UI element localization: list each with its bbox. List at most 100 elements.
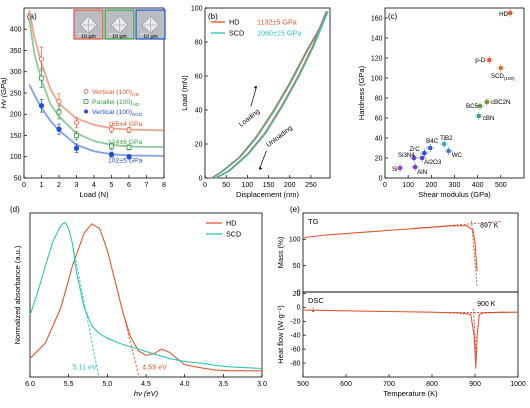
panel-c-xtick-label: 0 [383, 182, 387, 189]
panel-a-ytick-label: 200 [10, 112, 22, 119]
panel-a-point [109, 126, 115, 132]
panel-c-point-label-part: SCD [491, 73, 505, 80]
panel-b-legend-value: 1132±5 GPa [257, 18, 297, 27]
panel-b-xtick-label: 200 [284, 182, 296, 189]
panel-c-point-label-part: Al2O3 [424, 159, 442, 166]
panel-c-point-label: HD [499, 11, 508, 18]
panel-e-xtick-label: 1000 [510, 381, 526, 388]
panel-a-xtick-label: 5 [110, 182, 114, 189]
panel-b-ytick-label: 100 [191, 5, 203, 12]
panel-c-point [442, 142, 446, 146]
panel-a-point [38, 103, 45, 109]
panel-b-xtick-label: 150 [263, 182, 275, 189]
panel-c-ytick-label: 140 [371, 35, 383, 42]
panel-b-xtick-label: 250 [305, 182, 317, 189]
panel-a-point [73, 145, 80, 151]
panel-b-loading-arrow [250, 86, 258, 107]
panel-a-legend-label-sub: HD [132, 92, 140, 98]
panel-a-fit-2 [28, 84, 165, 157]
panel-c-point [398, 166, 402, 170]
panel-b-axes-frame [204, 7, 331, 179]
panel-a-point [56, 99, 62, 105]
panel-c-point-label: BC5 [466, 103, 479, 110]
panel-c-point [428, 146, 433, 150]
panel-c-point-label: Al2O3 [424, 159, 442, 166]
panel-a-legend-label-main: Vertical (100) [92, 109, 132, 116]
panel-e-xtick-label: 600 [340, 381, 352, 388]
panel-c-point-label-part: Si [392, 166, 398, 173]
panel-a-inset-label: 10 μm [81, 34, 96, 40]
panel-c-ytick-label: 40 [375, 135, 383, 142]
panel-a-legend-label-main: Parallel (100) [92, 99, 132, 106]
panel-b-loading-label: Loading [238, 108, 262, 129]
panel-a-point [39, 56, 45, 62]
panel-a-xtick-label: 6 [127, 182, 131, 189]
panel-a-inset-label: 10 μm [112, 34, 127, 40]
panel-a-ytick-label: 300 [10, 69, 22, 76]
panel-b-legend-name: SCD [229, 29, 244, 38]
panel-c-point-label-part: TiB2 [440, 135, 453, 142]
panel-a-ytick-label: 250 [10, 90, 22, 97]
panel-d-xtick-label: 6.0 [25, 381, 35, 388]
panel-b-ytick-label: 20 [195, 141, 203, 148]
panel-d-tangent [72, 243, 100, 378]
panel-a-point [126, 144, 132, 150]
panel-c-point-label-part: ZrC [409, 146, 420, 153]
panel-b-unloading-label: Unloading [265, 124, 294, 148]
panel-e-bottom-ytick-label: 20 [293, 291, 301, 298]
panel-a-point [74, 120, 80, 126]
panel-a-ytick-label: 350 [10, 48, 22, 55]
panel-c-point-label: cBN [483, 115, 495, 122]
panel-a-point [56, 109, 62, 115]
panel-a-ylabel: Hv (GPa) [0, 77, 8, 109]
panel-c-tag: (c) [388, 12, 398, 21]
panel-c-point [413, 165, 418, 169]
panel-d-xtick-label: 4.0 [180, 381, 190, 388]
panel-c-ytick-label: 100 [371, 75, 383, 82]
panel-c-point-label-part: AlN [417, 169, 427, 176]
panel-c-point-label: B4C [426, 138, 439, 145]
panel-c-point-label: AlN [417, 169, 427, 176]
panel-c-ytick-label: 160 [371, 15, 383, 22]
panel-d-tangent-label: 5.11 eV [73, 362, 97, 371]
panel-d-ylabel: Normalized absorbance (a.u.) [13, 245, 22, 344]
panel-d-tangent [114, 280, 140, 378]
panel-c-xtick-label: 500 [495, 182, 507, 189]
panel-a-point [39, 75, 44, 81]
panel-c-point [422, 151, 427, 155]
panel-e-tg-tangent [471, 220, 478, 287]
panel-c-ytick-label: 80 [375, 95, 383, 102]
panel-b-ylabel: Load (mN) [180, 75, 189, 111]
panel-c-ylabel: Hardness (GPa) [357, 65, 366, 120]
panel-d-xlabel: hν (eV) [134, 389, 159, 398]
panel-a-fit-1 [28, 18, 165, 148]
panel-c-point-label-part: B4C [426, 138, 439, 145]
panel-c-xtick-label: 400 [472, 182, 484, 189]
panel-a-point [126, 127, 132, 133]
panel-a-legend-label-sub: HD [132, 102, 140, 108]
panel-a-ytick-label: 400 [10, 27, 22, 34]
panel-d: 6.0 5.5 5.0 4.5 4.0 3.5 3.0 hν (eV) Normalized a… [10, 205, 267, 398]
panel-c-point-label-part: (100) [504, 76, 515, 81]
panel-b-unloading-arrow [258, 150, 267, 170]
panel-e-tg-marker: 897 K [480, 223, 499, 230]
panel-c-point-label: p-D [475, 57, 486, 64]
panel-e-exo-arrow-icon: ↓ [311, 305, 315, 314]
panel-e-bottom-ytick-label: -60 [290, 347, 300, 354]
panel-e-tag: (e) [290, 205, 300, 214]
panel-a-point [56, 126, 62, 132]
panel-d-legend-label: HD [226, 219, 236, 228]
panel-a-legend-marker [83, 99, 89, 104]
panel-c-xtick-label: 100 [402, 182, 414, 189]
panel-e-bottom-ylabel: Heat flow (W·g⁻¹) [276, 305, 285, 364]
panel-c-point-label-part: WC [452, 152, 463, 159]
panel-e-top-ytick-label: 50 [293, 263, 301, 270]
panel-c-point-label: Si [392, 166, 398, 173]
panel-c-point-label: ZrC [409, 146, 420, 153]
panel-a-inset: 10 μm [104, 9, 135, 40]
panel-c-xlabel: Shear modulus (GPa) [418, 190, 491, 199]
panel-e-xtick-label: 700 [383, 381, 395, 388]
panel-b-loading-curve [211, 11, 327, 179]
panel-c-point-label-part: p-D [475, 57, 486, 64]
